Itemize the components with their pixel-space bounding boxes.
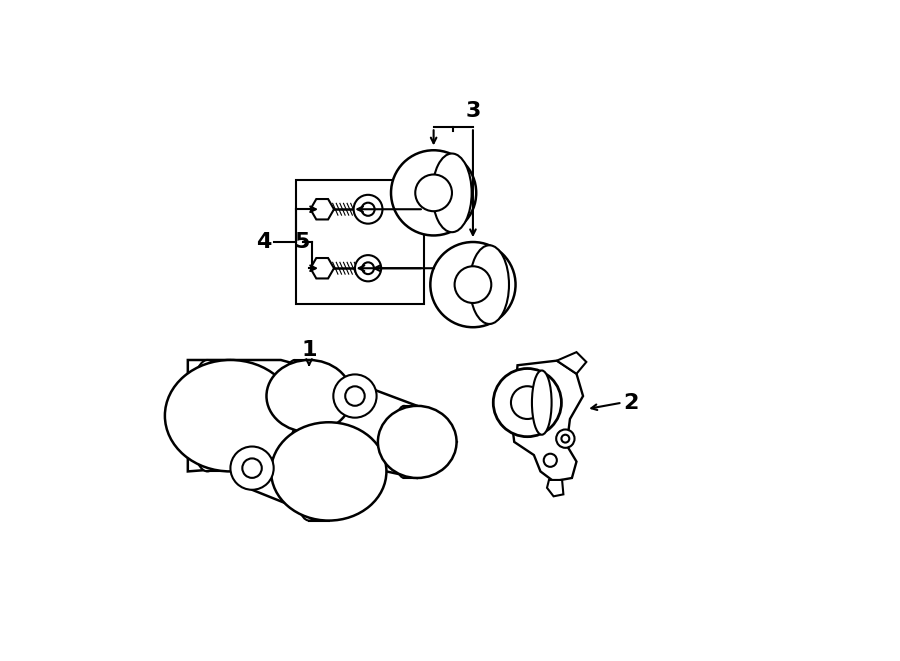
Polygon shape bbox=[511, 361, 583, 481]
Circle shape bbox=[511, 386, 544, 419]
Ellipse shape bbox=[292, 422, 325, 521]
Circle shape bbox=[230, 447, 274, 490]
Ellipse shape bbox=[283, 360, 307, 432]
Ellipse shape bbox=[271, 422, 386, 521]
Circle shape bbox=[391, 150, 476, 235]
Circle shape bbox=[362, 203, 374, 215]
Ellipse shape bbox=[266, 360, 352, 432]
Circle shape bbox=[355, 255, 382, 282]
Circle shape bbox=[346, 386, 365, 406]
Circle shape bbox=[493, 369, 562, 437]
Circle shape bbox=[333, 374, 376, 418]
Circle shape bbox=[362, 262, 374, 274]
Polygon shape bbox=[547, 480, 563, 496]
Circle shape bbox=[242, 459, 262, 478]
Circle shape bbox=[556, 430, 574, 447]
Text: 2: 2 bbox=[624, 393, 639, 412]
Circle shape bbox=[562, 435, 570, 443]
Circle shape bbox=[544, 453, 557, 467]
Ellipse shape bbox=[470, 245, 509, 324]
Ellipse shape bbox=[532, 370, 552, 435]
Text: 3: 3 bbox=[465, 101, 481, 121]
Ellipse shape bbox=[393, 406, 415, 478]
Text: 5: 5 bbox=[294, 232, 310, 252]
Circle shape bbox=[430, 242, 516, 327]
Circle shape bbox=[354, 195, 382, 223]
Circle shape bbox=[454, 266, 491, 303]
Polygon shape bbox=[557, 352, 586, 373]
Bar bbox=[296, 180, 424, 304]
Ellipse shape bbox=[378, 406, 456, 478]
Ellipse shape bbox=[432, 153, 472, 232]
Text: 1: 1 bbox=[302, 340, 317, 360]
Ellipse shape bbox=[165, 360, 296, 471]
Text: 4: 4 bbox=[256, 232, 271, 252]
Ellipse shape bbox=[189, 360, 226, 471]
Circle shape bbox=[415, 175, 452, 212]
